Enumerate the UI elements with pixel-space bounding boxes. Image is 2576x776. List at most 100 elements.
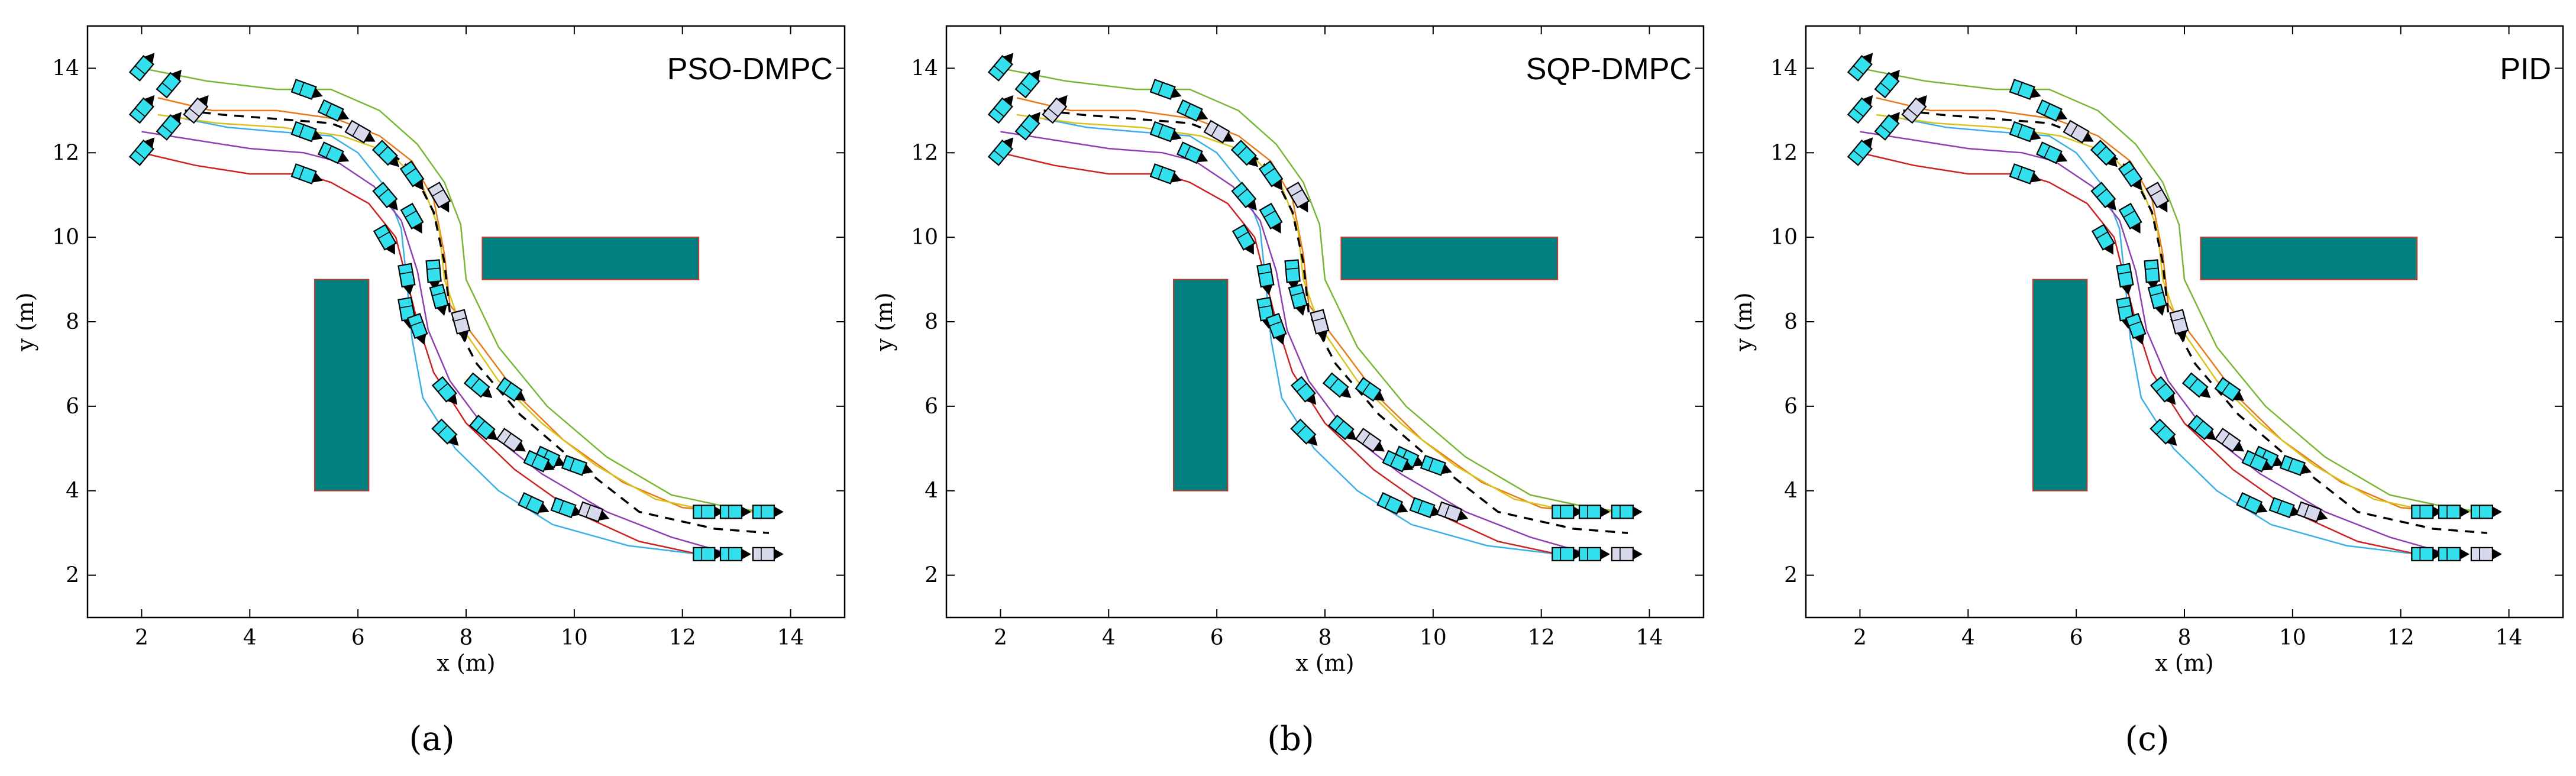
vehicle-divider	[1853, 150, 1864, 160]
vehicle-body	[2150, 376, 2176, 403]
vehicle-body	[371, 140, 398, 166]
y-tick-label: 10	[1770, 225, 1798, 250]
vehicle-heading-arrow	[1397, 503, 1408, 513]
vehicle-heading-arrow	[1889, 69, 1900, 80]
vehicle-divider	[558, 500, 564, 513]
vehicle-divider	[378, 146, 389, 156]
vehicle-body	[1149, 121, 1176, 143]
vehicle-marker	[577, 501, 610, 523]
vehicle-marker	[2236, 492, 2268, 515]
vehicle-body	[1256, 263, 1275, 288]
vehicle-body	[2470, 505, 2493, 519]
vehicle-heading-arrow	[2166, 435, 2177, 446]
vehicle-body	[2214, 428, 2241, 452]
vehicle-marker	[2470, 505, 2502, 519]
vehicle-marker	[1290, 376, 1317, 405]
vehicle-divider	[2189, 378, 2198, 389]
vehicle-divider	[525, 496, 532, 509]
vehicle-divider	[2172, 317, 2185, 322]
vehicle-heading-arrow	[774, 506, 784, 518]
vehicle-heading-arrow	[2433, 548, 2443, 560]
vehicle-marker	[2147, 283, 2167, 316]
vehicle-heading-arrow	[1863, 53, 1873, 64]
vehicle-marker	[425, 259, 442, 292]
panel-caption: (b)	[1267, 720, 1314, 758]
vehicle-body	[1284, 259, 1301, 283]
vehicle-heading-arrow	[1573, 548, 1583, 560]
vehicle-marker	[1176, 99, 1208, 122]
vehicle-marker	[317, 141, 350, 164]
vehicle-marker	[1874, 69, 1900, 99]
trajectory-vehicle-4	[1016, 97, 1591, 513]
vehicle-heading-arrow	[1030, 112, 1040, 123]
vehicle-body	[1578, 547, 1602, 562]
vehicle-body	[2090, 182, 2116, 209]
panels-group: 2 4 6 8 10 12 14 2 4 6 8 10 12 14 x (m) y (m) PSO-DMPC (a…	[12, 25, 2564, 758]
vehicle-heading-arrow	[412, 222, 422, 234]
vehicle-marker	[468, 415, 498, 441]
panel-b: 2 4 6 8 10 12 14 2 4 6 8 10 12 14 x (m) y (m) SQP-DMPC (b…	[871, 25, 1705, 758]
vehicle-heading-arrow	[312, 172, 323, 183]
vehicle-heading-arrow	[2121, 284, 2132, 295]
vertical-obstacle	[2032, 279, 2088, 492]
vehicle-heading-arrow	[1457, 510, 1469, 521]
vehicle-divider	[405, 167, 416, 176]
vehicle-marker	[1259, 202, 1283, 234]
vehicle-body	[2411, 505, 2434, 519]
vehicle-heading-arrow	[144, 53, 155, 64]
panel-caption: (a)	[409, 720, 454, 758]
vehicle-marker	[2035, 99, 2068, 122]
vehicle-divider	[2287, 458, 2293, 471]
vehicle-marker	[1436, 501, 1469, 523]
y-tick-label: 14	[911, 56, 938, 80]
vehicle-divider	[134, 108, 146, 117]
y-tick-label: 12	[52, 141, 79, 165]
vehicle-divider	[2155, 383, 2167, 392]
x-tick-label: 14	[2496, 626, 2523, 650]
vehicle-divider	[1362, 433, 1371, 445]
vehicle-heading-arrow	[2460, 548, 2470, 560]
vehicle-divider	[1444, 505, 1450, 518]
vehicle-marker	[2063, 119, 2094, 144]
vehicle-heading-arrow	[1262, 284, 1273, 295]
vehicle-heading-arrow	[1295, 305, 1306, 316]
vehicle-marker	[1327, 415, 1357, 441]
vehicle-marker	[1552, 505, 1583, 519]
vehicle-divider	[1211, 124, 1218, 137]
vehicle-marker	[1230, 140, 1258, 167]
vehicle-marker	[2035, 141, 2068, 164]
vehicle-marker	[373, 224, 397, 255]
vehicle-divider	[993, 150, 1004, 160]
vehicle-heading-arrow	[1247, 156, 1258, 167]
x-axis-label: x (m)	[2155, 650, 2213, 676]
vehicle-divider	[1291, 189, 1303, 197]
vehicle-body	[1149, 163, 1176, 185]
y-tick-label: 2	[925, 564, 938, 588]
vehicle-divider	[1285, 267, 1299, 270]
vehicle-divider	[503, 382, 512, 394]
vehicle-marker	[2169, 309, 2189, 341]
vehicle-marker	[128, 95, 155, 124]
vehicle-divider	[377, 231, 390, 239]
vehicle-divider	[1184, 103, 1191, 116]
vehicle-heading-arrow	[742, 506, 751, 518]
vehicle-marker	[427, 182, 451, 213]
vehicle-heading-arrow	[437, 305, 447, 316]
vehicle-heading-arrow	[515, 391, 526, 401]
vehicle-divider	[399, 271, 413, 275]
vehicle-heading-arrow	[1402, 461, 1414, 471]
vehicle-heading-arrow	[1057, 95, 1068, 106]
vehicle-marker	[752, 505, 784, 519]
vehicle-body	[2035, 141, 2063, 164]
vehicle-divider	[586, 505, 592, 518]
vehicle-divider	[2249, 454, 2256, 467]
vehicle-body	[425, 259, 442, 283]
vehicle-heading-arrow	[774, 548, 784, 560]
vehicle-divider	[432, 189, 444, 197]
vehicle-heading-arrow	[1171, 88, 1182, 98]
vehicle-divider	[299, 124, 305, 137]
vehicle-body	[1874, 114, 1900, 141]
y-tick-label: 2	[66, 564, 79, 588]
vehicle-marker	[1258, 160, 1284, 190]
